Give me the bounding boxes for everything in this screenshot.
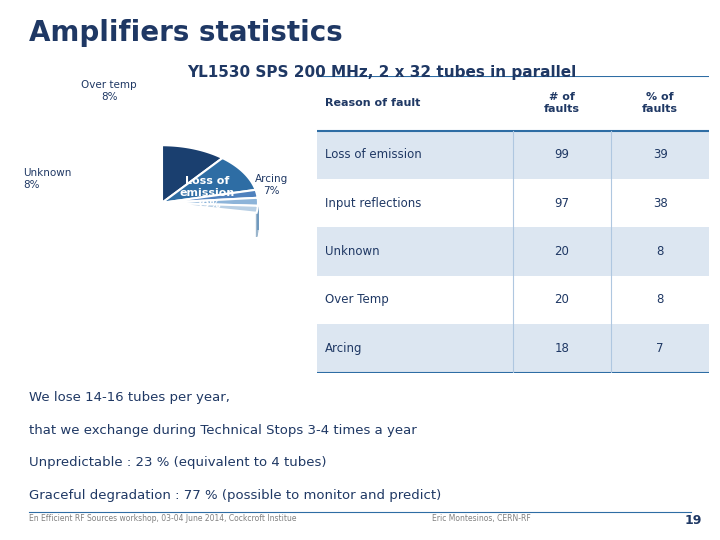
Bar (317, 131, 709, 179)
Text: Input reflections: Input reflections (325, 197, 421, 210)
Polygon shape (162, 203, 258, 213)
Text: 19: 19 (685, 514, 702, 527)
Text: 20: 20 (554, 293, 570, 307)
Text: Over temp
8%: Over temp 8% (81, 80, 137, 102)
Text: Arcing: Arcing (325, 342, 362, 355)
Polygon shape (256, 206, 258, 237)
Text: 8: 8 (657, 293, 664, 307)
Text: Unpredictable : 23 % (equivalent to 4 tubes): Unpredictable : 23 % (equivalent to 4 tu… (29, 456, 326, 469)
Text: Graceful degradation : 77 % (possible to monitor and predict): Graceful degradation : 77 % (possible to… (29, 489, 441, 502)
Text: Eric Montesinos, CERN-RF: Eric Montesinos, CERN-RF (432, 514, 531, 523)
Bar (317, 227, 709, 276)
Text: 97: 97 (554, 197, 570, 210)
Text: 20: 20 (554, 245, 570, 258)
Text: 39: 39 (653, 148, 667, 161)
Text: Amplifiers statistics: Amplifiers statistics (29, 19, 343, 47)
Bar (317, 276, 709, 324)
Polygon shape (162, 198, 258, 206)
Polygon shape (162, 158, 256, 203)
Text: Loss of
emission
39%: Loss of emission 39% (179, 177, 235, 210)
Text: Arcing
7%: Arcing 7% (255, 174, 288, 196)
Text: Loss of emission: Loss of emission (325, 148, 421, 161)
Text: 38: 38 (653, 197, 667, 210)
Text: Unknown
8%: Unknown 8% (23, 168, 71, 190)
Text: # of
faults: # of faults (544, 92, 580, 114)
Text: YL1530 SPS 200 MHz, 2 x 32 tubes in parallel: YL1530 SPS 200 MHz, 2 x 32 tubes in para… (187, 65, 576, 80)
Bar (317, 324, 709, 373)
Text: Reason of fault: Reason of fault (325, 98, 420, 108)
Text: 99: 99 (554, 148, 570, 161)
Text: % of
faults: % of faults (642, 92, 678, 114)
Polygon shape (162, 190, 258, 203)
Text: 18: 18 (554, 342, 570, 355)
Bar (317, 179, 709, 227)
Text: 7: 7 (657, 342, 664, 355)
Text: Over Temp: Over Temp (325, 293, 388, 307)
Text: that we exchange during Technical Stops 3-4 times a year: that we exchange during Technical Stops … (29, 424, 417, 437)
Text: Unknown: Unknown (325, 245, 379, 258)
Polygon shape (162, 145, 222, 203)
Text: 8: 8 (657, 245, 664, 258)
Text: We lose 14-16 tubes per year,: We lose 14-16 tubes per year, (29, 392, 230, 404)
Text: En Efficient RF Sources workshop, 03-04 June 2014, Cockcroft Institue: En Efficient RF Sources workshop, 03-04 … (29, 514, 297, 523)
